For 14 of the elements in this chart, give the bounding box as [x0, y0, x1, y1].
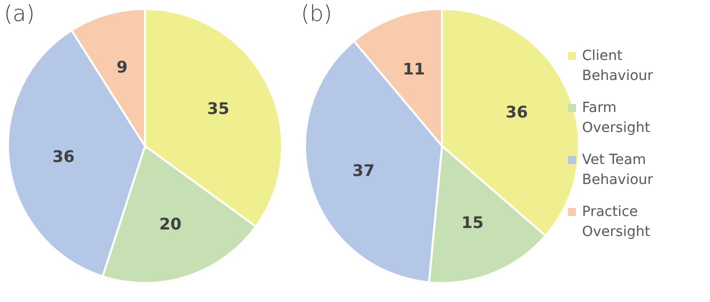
data-label: 20: [159, 214, 182, 234]
data-label: 35: [207, 99, 230, 118]
data-label: 36: [506, 102, 528, 122]
data-label: 36: [52, 146, 75, 166]
legend-label: Practice Oversight: [582, 203, 652, 242]
legend-label: Vet Team Behaviour: [582, 151, 654, 190]
data-label: 11: [402, 59, 426, 78]
data-label: 15: [461, 212, 484, 232]
data-label: 9: [116, 58, 128, 77]
chart-title: (a): [4, 2, 35, 27]
data-label: 37: [352, 160, 375, 180]
legend-label: Farm Oversight: [582, 99, 652, 138]
chart-title: (b): [301, 2, 332, 27]
legend-label: Client Behaviour: [582, 47, 654, 86]
